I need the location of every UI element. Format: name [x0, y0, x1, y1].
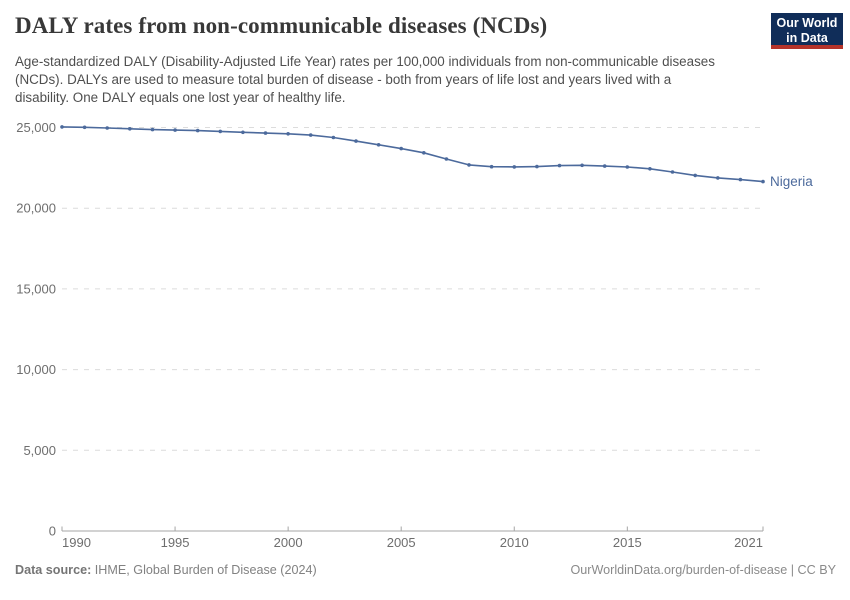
x-tick-label: 2000 — [274, 535, 303, 550]
data-source-text: IHME, Global Burden of Disease (2024) — [91, 563, 317, 577]
data-point[interactable] — [128, 127, 132, 131]
x-tick-label: 2015 — [613, 535, 642, 550]
data-point[interactable] — [557, 163, 562, 168]
data-point[interactable] — [354, 139, 358, 143]
data-point[interactable] — [422, 151, 426, 155]
data-point[interactable] — [602, 164, 607, 168]
x-tick-label: 2021 — [734, 535, 763, 550]
data-point[interactable] — [150, 127, 155, 132]
data-point[interactable] — [512, 165, 517, 169]
data-point[interactable] — [580, 163, 584, 168]
data-point[interactable] — [399, 146, 404, 151]
data-point[interactable] — [286, 132, 290, 136]
data-point[interactable] — [716, 176, 720, 180]
owid-logo-line2: in Data — [786, 30, 828, 45]
data-point[interactable] — [467, 163, 471, 167]
data-point[interactable] — [693, 173, 697, 178]
y-tick-label: 15,000 — [16, 281, 56, 296]
x-tick-label: 1995 — [161, 535, 190, 550]
data-point[interactable] — [82, 125, 87, 130]
x-tick-label: 1990 — [62, 535, 91, 550]
data-point[interactable] — [218, 129, 223, 134]
data-point[interactable] — [331, 135, 336, 140]
entity-label[interactable]: Nigeria — [770, 174, 813, 189]
data-source: Data source: IHME, Global Burden of Dise… — [15, 563, 317, 577]
data-point[interactable] — [105, 126, 109, 130]
data-point[interactable] — [308, 133, 313, 137]
data-point[interactable] — [444, 157, 449, 161]
data-point[interactable] — [535, 164, 539, 169]
owid-logo-line1: Our World — [776, 16, 838, 30]
data-point[interactable] — [625, 165, 630, 169]
y-tick-label: 0 — [49, 524, 56, 539]
chart-subtitle: Age-standardized DALY (Disability-Adjust… — [15, 54, 715, 105]
data-point[interactable] — [670, 170, 675, 174]
data-point[interactable] — [738, 177, 743, 182]
data-point[interactable] — [60, 125, 64, 129]
data-point[interactable] — [241, 130, 245, 135]
data-point[interactable] — [761, 179, 765, 184]
x-tick-label: 2010 — [500, 535, 529, 550]
x-tick-label: 2005 — [387, 535, 416, 550]
line-chart[interactable]: 0 5,000 10,000 15,000 20,000 25,000 1990 1995 20… — [0, 112, 850, 558]
data-point[interactable] — [376, 143, 381, 147]
owid-logo[interactable]: Our World in Data — [771, 13, 843, 49]
y-tick-label: 25,000 — [16, 120, 56, 135]
data-source-label: Data source: — [15, 563, 92, 577]
data-point[interactable] — [263, 131, 268, 135]
data-point[interactable] — [195, 128, 200, 133]
data-point[interactable] — [173, 128, 177, 132]
y-tick-label: 20,000 — [16, 201, 56, 216]
y-tick-label: 10,000 — [16, 362, 56, 377]
chart-footer: Data source: IHME, Global Burden of Dise… — [15, 563, 836, 577]
y-tick-label: 5,000 — [23, 443, 56, 458]
series-line-nigeria — [61, 126, 764, 183]
credit-link[interactable]: OurWorldinData.org/burden-of-disease | C… — [570, 563, 836, 577]
data-point[interactable] — [648, 167, 652, 171]
page-title: DALY rates from non-communicable disease… — [15, 13, 548, 38]
data-point[interactable] — [489, 164, 494, 169]
